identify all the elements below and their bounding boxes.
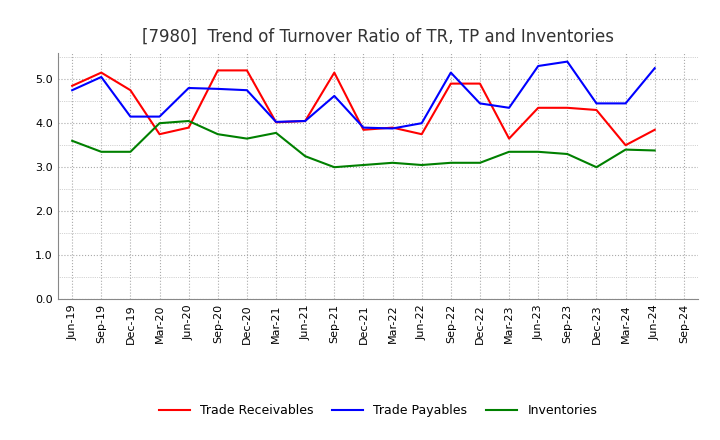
Inventories	[213, 132, 222, 137]
Inventories	[446, 160, 455, 165]
Trade Payables	[534, 63, 543, 69]
Trade Payables	[505, 105, 513, 110]
Trade Receivables	[68, 83, 76, 88]
Trade Payables	[418, 121, 426, 126]
Inventories	[476, 160, 485, 165]
Inventories	[650, 148, 659, 153]
Trade Payables	[68, 88, 76, 93]
Trade Receivables	[301, 118, 310, 124]
Trade Payables	[213, 86, 222, 92]
Trade Receivables	[650, 127, 659, 132]
Trade Receivables	[243, 68, 251, 73]
Inventories	[563, 151, 572, 157]
Trade Receivables	[418, 132, 426, 137]
Line: Trade Payables: Trade Payables	[72, 62, 654, 128]
Inventories	[271, 130, 280, 136]
Trade Receivables	[126, 88, 135, 93]
Trade Payables	[184, 85, 193, 91]
Title: [7980]  Trend of Turnover Ratio of TR, TP and Inventories: [7980] Trend of Turnover Ratio of TR, TP…	[142, 28, 614, 46]
Trade Receivables	[592, 107, 600, 113]
Trade Payables	[621, 101, 630, 106]
Inventories	[359, 162, 368, 168]
Inventories	[388, 160, 397, 165]
Trade Receivables	[330, 70, 338, 75]
Inventories	[534, 149, 543, 154]
Trade Receivables	[271, 120, 280, 125]
Trade Payables	[359, 125, 368, 130]
Trade Payables	[301, 118, 310, 124]
Inventories	[330, 165, 338, 170]
Inventories	[243, 136, 251, 141]
Trade Payables	[446, 70, 455, 75]
Trade Payables	[650, 66, 659, 71]
Trade Receivables	[213, 68, 222, 73]
Trade Payables	[97, 74, 106, 80]
Trade Receivables	[156, 132, 164, 137]
Trade Payables	[126, 114, 135, 119]
Inventories	[126, 149, 135, 154]
Trade Payables	[156, 114, 164, 119]
Trade Receivables	[621, 143, 630, 148]
Trade Receivables	[563, 105, 572, 110]
Trade Payables	[476, 101, 485, 106]
Inventories	[68, 138, 76, 143]
Trade Payables	[563, 59, 572, 64]
Legend: Trade Receivables, Trade Payables, Inventories: Trade Receivables, Trade Payables, Inven…	[153, 399, 603, 422]
Inventories	[301, 154, 310, 159]
Trade Payables	[271, 119, 280, 125]
Trade Payables	[243, 88, 251, 93]
Trade Receivables	[476, 81, 485, 86]
Line: Inventories: Inventories	[72, 121, 654, 167]
Inventories	[505, 149, 513, 154]
Inventories	[184, 118, 193, 124]
Trade Receivables	[505, 136, 513, 141]
Trade Receivables	[446, 81, 455, 86]
Trade Payables	[330, 93, 338, 99]
Trade Receivables	[97, 70, 106, 75]
Trade Receivables	[184, 125, 193, 130]
Inventories	[97, 149, 106, 154]
Inventories	[621, 147, 630, 152]
Inventories	[592, 165, 600, 170]
Trade Receivables	[534, 105, 543, 110]
Trade Receivables	[359, 127, 368, 132]
Trade Receivables	[388, 125, 397, 130]
Line: Trade Receivables: Trade Receivables	[72, 70, 654, 145]
Trade Payables	[388, 126, 397, 131]
Inventories	[156, 121, 164, 126]
Trade Payables	[592, 101, 600, 106]
Inventories	[418, 162, 426, 168]
